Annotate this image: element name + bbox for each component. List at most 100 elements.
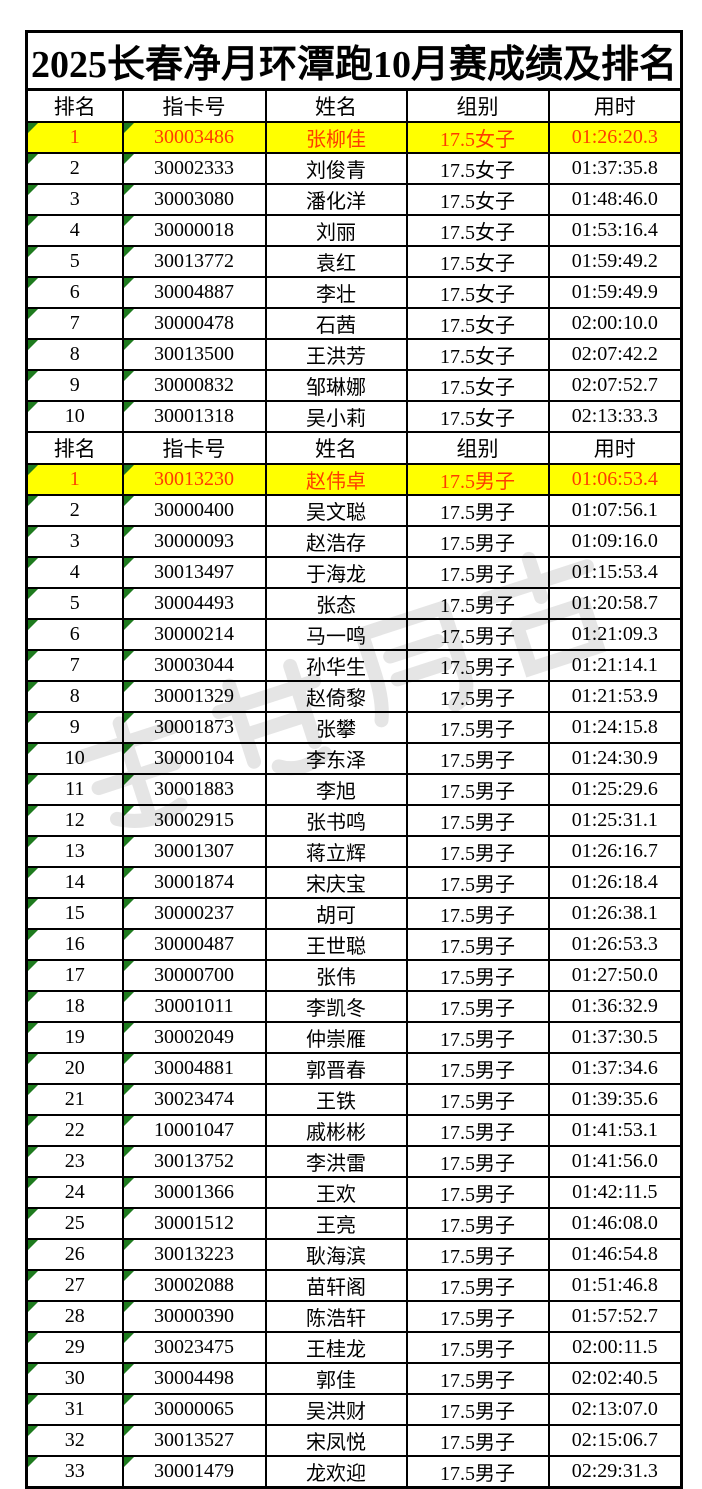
cell-card-number: 30004887 (121, 276, 267, 309)
error-flag-icon (28, 1210, 38, 1219)
cell-group: 17.5男子 (405, 1455, 550, 1489)
cell-text: 17.5男子 (440, 1091, 515, 1113)
cell-text: 30004493 (154, 592, 234, 614)
error-flag-icon (124, 745, 134, 754)
error-flag-icon (124, 1457, 134, 1467)
cell-group: 17.5女子 (405, 400, 550, 433)
cell-rank: 10 (25, 400, 124, 433)
cell-text: 01:42:11.5 (572, 1181, 658, 1203)
cell-card-number: 30000214 (121, 618, 267, 651)
cell-group: 17.5男子 (405, 1269, 550, 1302)
cell-text: 苗轩阁 (306, 1277, 366, 1299)
cell-time: 02:00:11.5 (547, 1331, 683, 1364)
cell-time: 01:51:46.8 (547, 1269, 683, 1302)
error-flag-icon (124, 466, 134, 475)
cell-rank: 20 (25, 1052, 124, 1085)
table-row: 4 30013497 于海龙 17.5男子 01:15:53.4 (25, 556, 683, 589)
cell-group: 17.5男子 (405, 1052, 550, 1085)
cell-card-number: 30001883 (121, 773, 267, 806)
cell-text: 01:26:53.3 (571, 933, 658, 955)
cell-time: 01:24:15.8 (547, 711, 683, 744)
cell-text: 17.5男子 (440, 595, 515, 617)
cell-rank: 30 (25, 1362, 124, 1395)
cell-name: 吴小莉 (264, 400, 408, 433)
cell-text: 30003486 (154, 126, 234, 148)
cell-text: 17.5男子 (440, 1122, 515, 1144)
cell-text: 01:27:50.0 (571, 964, 658, 986)
cell-text: 01:59:49.9 (571, 281, 658, 303)
cell-text: 30000237 (154, 902, 234, 924)
error-flag-icon (124, 807, 134, 816)
table-row: 20 30004881 郭晋春 17.5男子 01:37:34.6 (25, 1052, 683, 1085)
cell-name: 仲崇雁 (264, 1021, 408, 1054)
cell-card-number: 30023474 (121, 1083, 267, 1116)
cell-text: 7 (69, 312, 80, 334)
cell-text: 30013500 (154, 343, 234, 365)
cell-text: 01:53:16.4 (571, 219, 658, 241)
cell-text: 30013230 (154, 468, 234, 490)
cell-rank: 11 (25, 773, 124, 806)
cell-group: 17.5男子 (405, 1114, 550, 1147)
table-row: 2 30000400 吴文聪 17.5男子 01:07:56.1 (25, 494, 683, 527)
cell-text: 1 (69, 126, 80, 148)
cell-card-number: 30002088 (121, 1269, 267, 1302)
cell-card-number: 30003044 (121, 649, 267, 682)
cell-card-number: 30001874 (121, 866, 267, 899)
cell-text: 21 (64, 1088, 85, 1110)
cell-rank: 2 (25, 152, 124, 185)
cell-time: 01:37:34.6 (547, 1052, 683, 1085)
cell-text: 10001047 (154, 1119, 234, 1141)
cell-text: 01:37:35.8 (571, 157, 658, 179)
cell-text: 宋凤悦 (306, 1432, 366, 1454)
error-flag-icon (124, 1024, 134, 1033)
cell-text: 石茜 (316, 315, 356, 337)
error-flag-icon (28, 900, 38, 909)
cell-name: 刘丽 (264, 214, 408, 247)
cell-text: 李旭 (316, 781, 356, 803)
cell-rank: 7 (25, 649, 124, 682)
error-flag-icon (28, 869, 38, 878)
cell-text: 30001329 (154, 685, 234, 707)
cell-rank: 8 (25, 338, 124, 371)
table-row: 24 30001366 王欢 17.5男子 01:42:11.5 (25, 1176, 683, 1209)
cell-name: 李旭 (264, 773, 408, 806)
error-flag-icon (124, 900, 134, 909)
cell-name: 刘俊青 (264, 152, 408, 185)
cell-name: 宋凤悦 (264, 1424, 408, 1457)
table-row: 32 30013527 宋凤悦 17.5男子 02:15:06.7 (25, 1424, 683, 1457)
cell-text: 17.5女子 (440, 315, 515, 337)
cell-text: 30013223 (154, 1243, 234, 1265)
cell-text: 张伟 (316, 967, 356, 989)
error-flag-icon (124, 838, 134, 847)
cell-text: 4 (69, 219, 80, 241)
cell-time: 02:07:42.2 (547, 338, 683, 371)
cell-text: 5 (69, 592, 80, 614)
table-row: 33 30001479 龙欢迎 17.5男子 02:29:31.3 (25, 1455, 683, 1489)
cell-text: 01:24:30.9 (571, 747, 658, 769)
cell-text: 30001011 (154, 995, 234, 1017)
cell-rank: 5 (25, 587, 124, 620)
cell-card-number: 30000400 (121, 494, 267, 527)
cell-text: 17.5男子 (440, 998, 515, 1020)
cell-text: 17.5女子 (440, 129, 515, 151)
cell-name: 孙华生 (264, 649, 408, 682)
cell-text: 30013752 (154, 1150, 234, 1172)
cell-name: 赵浩存 (264, 525, 408, 558)
cell-text: 02:15:06.7 (571, 1429, 658, 1451)
error-flag-icon (28, 217, 38, 226)
cell-group: 17.5男子 (405, 897, 550, 930)
cell-rank: 25 (25, 1207, 124, 1240)
cell-text: 11 (65, 778, 85, 800)
table-row-first-place: 1 30003486 张柳佳 17.5女子 01:26:20.3 (25, 121, 683, 154)
error-flag-icon (124, 341, 134, 350)
error-flag-icon (28, 1303, 38, 1312)
cell-name: 潘化洋 (264, 183, 408, 216)
cell-time: 01:15:53.4 (547, 556, 683, 589)
cell-card-number: 30000093 (121, 525, 267, 558)
cell-name: 龙欢迎 (264, 1455, 408, 1489)
cell-text: 刘俊青 (306, 160, 366, 182)
cell-card-number: 30001318 (121, 400, 267, 433)
cell-text: 17.5男子 (440, 688, 515, 710)
cell-text: 30001479 (154, 1460, 234, 1482)
cell-text: 18 (64, 995, 85, 1017)
